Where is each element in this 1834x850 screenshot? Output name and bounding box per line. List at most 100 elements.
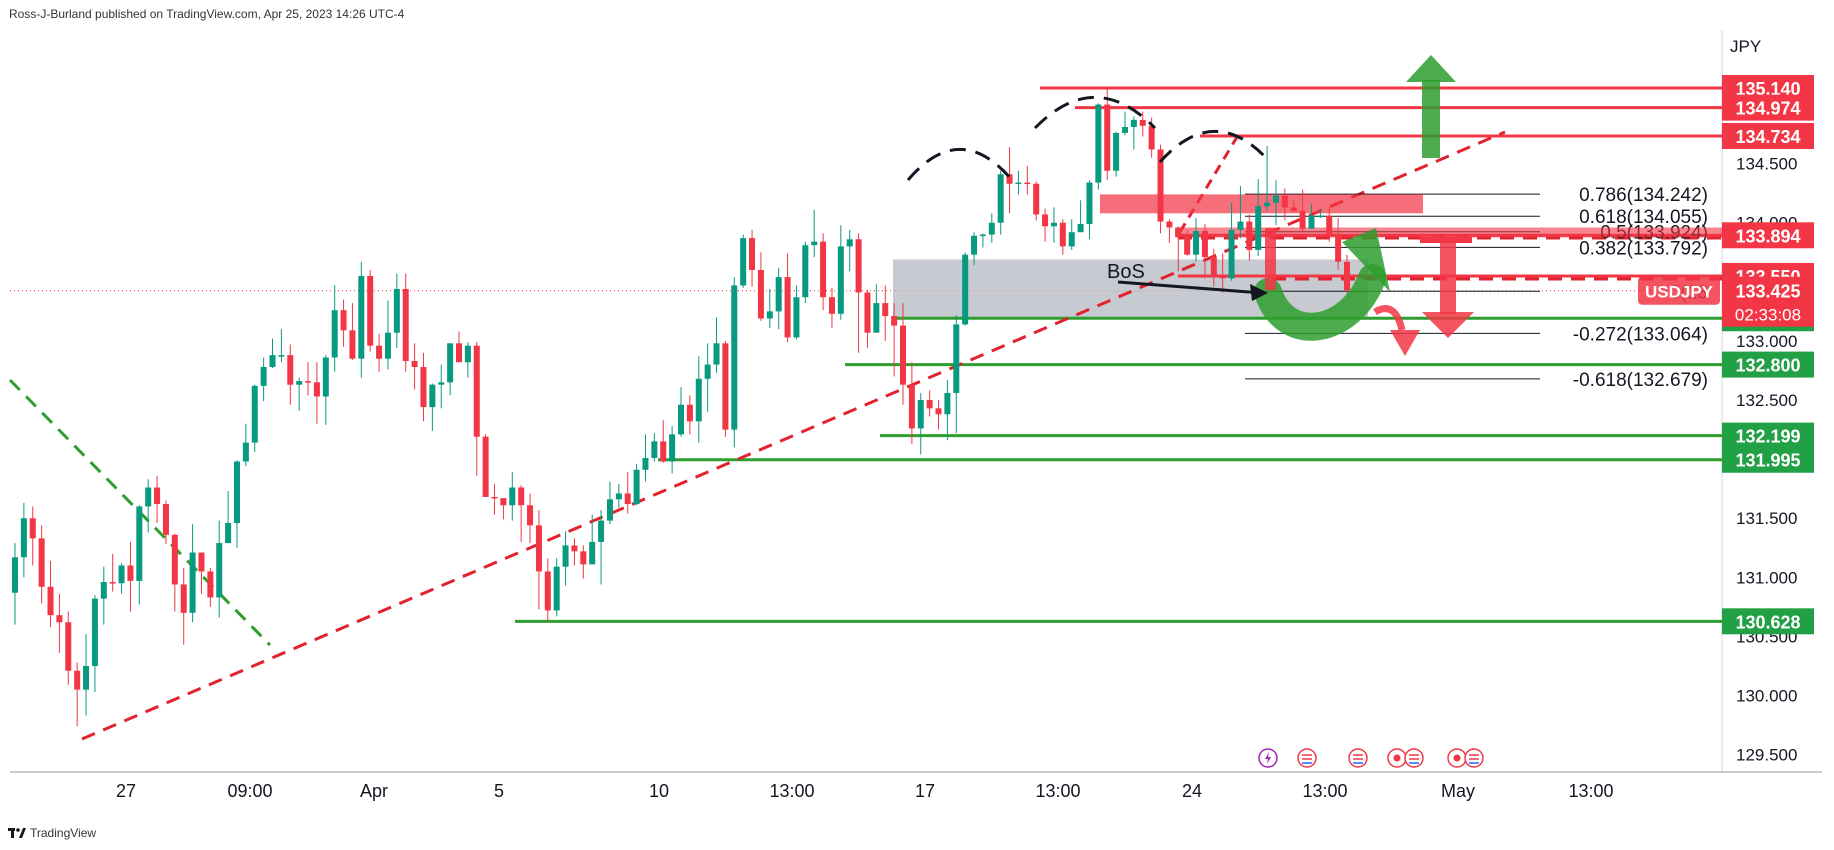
candle-body[interactable] bbox=[1015, 182, 1022, 185]
candle-body[interactable] bbox=[65, 622, 72, 671]
bearish-arrow-head-icon[interactable] bbox=[1422, 312, 1474, 338]
candle-body[interactable] bbox=[820, 241, 827, 298]
candle-body[interactable] bbox=[242, 442, 249, 462]
candle-body[interactable] bbox=[589, 541, 596, 565]
candle-body[interactable] bbox=[766, 311, 773, 319]
bearish-arrow-icon[interactable] bbox=[1265, 228, 1276, 290]
candle-body[interactable] bbox=[367, 275, 374, 346]
tradingview-brand[interactable]: TradingView bbox=[8, 826, 96, 840]
candle-body[interactable] bbox=[864, 292, 871, 333]
candle-body[interactable] bbox=[527, 505, 534, 526]
candle-body[interactable] bbox=[846, 239, 853, 247]
candle-body[interactable] bbox=[234, 461, 240, 523]
candle-body[interactable] bbox=[287, 355, 294, 385]
candle-body[interactable] bbox=[118, 565, 125, 584]
economic-event-icon[interactable] bbox=[1464, 748, 1484, 768]
candle-body[interactable] bbox=[651, 441, 658, 458]
candle-body[interactable] bbox=[784, 277, 791, 338]
candle-body[interactable] bbox=[775, 277, 782, 312]
candle-body[interactable] bbox=[56, 615, 63, 623]
candle-body[interactable] bbox=[384, 332, 391, 359]
candle-body[interactable] bbox=[500, 498, 507, 506]
candle-body[interactable] bbox=[535, 525, 542, 572]
candle-body[interactable] bbox=[793, 297, 800, 338]
candle-body[interactable] bbox=[1130, 119, 1137, 128]
candle-body[interactable] bbox=[1050, 222, 1057, 227]
candle-body[interactable] bbox=[322, 357, 329, 397]
candle-body[interactable] bbox=[1255, 206, 1262, 250]
bullish-arrow-head-icon[interactable] bbox=[1406, 55, 1456, 82]
candle-body[interactable] bbox=[402, 288, 409, 362]
candle-body[interactable] bbox=[1122, 127, 1128, 133]
candle-body[interactable] bbox=[464, 345, 471, 363]
candle-body[interactable] bbox=[456, 343, 462, 363]
candle-body[interactable] bbox=[349, 330, 356, 359]
candle-body[interactable] bbox=[624, 493, 631, 505]
candle-body[interactable] bbox=[162, 504, 169, 535]
candle-body[interactable] bbox=[917, 400, 924, 429]
candle-body[interactable] bbox=[1077, 223, 1084, 233]
candle-body[interactable] bbox=[988, 222, 995, 235]
candle-body[interactable] bbox=[802, 245, 809, 298]
candle-body[interactable] bbox=[731, 285, 738, 430]
candle-body[interactable] bbox=[1210, 257, 1217, 275]
candle-body[interactable] bbox=[1068, 232, 1075, 247]
candle-body[interactable] bbox=[908, 384, 915, 429]
candle-body[interactable] bbox=[1281, 195, 1288, 208]
candle-body[interactable] bbox=[695, 378, 702, 422]
swing-high-arc[interactable] bbox=[1033, 96, 1157, 130]
candle-body[interactable] bbox=[340, 310, 347, 331]
candle-body[interactable] bbox=[828, 297, 835, 314]
candle-body[interactable] bbox=[926, 400, 933, 409]
candle-body[interactable] bbox=[518, 487, 525, 506]
candle-body[interactable] bbox=[136, 506, 143, 581]
candle-body[interactable] bbox=[855, 239, 862, 293]
candle-body[interactable] bbox=[598, 520, 605, 542]
candle-body[interactable] bbox=[740, 238, 747, 286]
candle-body[interactable] bbox=[251, 385, 258, 443]
candle-body[interactable] bbox=[1104, 104, 1111, 171]
candle-body[interactable] bbox=[1272, 195, 1279, 203]
candle-body[interactable] bbox=[1175, 227, 1182, 237]
bearish-curve-arrow-head-icon[interactable] bbox=[1390, 330, 1420, 356]
minor-trendline[interactable] bbox=[1178, 136, 1239, 233]
candle-body[interactable] bbox=[189, 552, 196, 613]
candle-body[interactable] bbox=[1326, 215, 1333, 236]
swing-high-arc[interactable] bbox=[906, 147, 1014, 181]
candle-body[interactable] bbox=[180, 584, 187, 613]
candle-body[interactable] bbox=[633, 469, 640, 505]
candle-body[interactable] bbox=[38, 538, 45, 587]
candle-body[interactable] bbox=[1042, 214, 1049, 227]
candle-body[interactable] bbox=[1184, 236, 1191, 255]
candle-body[interactable] bbox=[1113, 132, 1120, 171]
symbol-tag[interactable] bbox=[1638, 276, 1720, 305]
candle-body[interactable] bbox=[83, 665, 90, 690]
candle-body[interactable] bbox=[1264, 202, 1271, 207]
candle-body[interactable] bbox=[757, 270, 764, 319]
candle-body[interactable] bbox=[1317, 215, 1324, 218]
candle-body[interactable] bbox=[1299, 210, 1306, 229]
candle-body[interactable] bbox=[100, 582, 107, 599]
economic-event-icon[interactable] bbox=[1348, 748, 1368, 768]
candle-body[interactable] bbox=[438, 382, 445, 385]
candle-body[interactable] bbox=[544, 571, 551, 611]
candle-body[interactable] bbox=[944, 392, 951, 415]
economic-event-icon[interactable] bbox=[1297, 748, 1317, 768]
candle-body[interactable] bbox=[1024, 182, 1031, 185]
candle-body[interactable] bbox=[393, 288, 400, 333]
candle-body[interactable] bbox=[278, 355, 285, 357]
swing-high-arc[interactable] bbox=[1158, 130, 1272, 164]
candle-body[interactable] bbox=[447, 343, 454, 383]
candle-body[interactable] bbox=[669, 434, 676, 462]
candle-body[interactable] bbox=[935, 408, 942, 415]
candle-body[interactable] bbox=[642, 457, 649, 470]
candle-body[interactable] bbox=[571, 545, 578, 552]
candle-body[interactable] bbox=[678, 404, 684, 435]
candle-body[interactable] bbox=[420, 366, 427, 408]
candle-body[interactable] bbox=[1228, 229, 1235, 279]
bullish-curve-arrow-head-icon[interactable] bbox=[1342, 228, 1390, 292]
bullish-curve-arrow-icon[interactable] bbox=[1254, 264, 1386, 341]
candle-body[interactable] bbox=[109, 582, 116, 584]
candle-body[interactable] bbox=[1148, 125, 1155, 150]
bearish-arrow-icon[interactable] bbox=[1440, 240, 1456, 314]
